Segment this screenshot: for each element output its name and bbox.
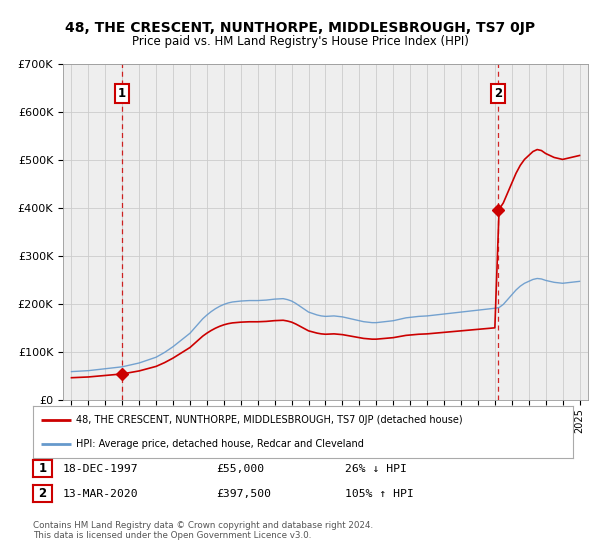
Text: 1: 1: [118, 87, 125, 100]
Text: 18-DEC-1997: 18-DEC-1997: [63, 464, 139, 474]
Text: 105% ↑ HPI: 105% ↑ HPI: [345, 489, 414, 499]
Text: 1: 1: [38, 461, 47, 475]
Text: 48, THE CRESCENT, NUNTHORPE, MIDDLESBROUGH, TS7 0JP (detached house): 48, THE CRESCENT, NUNTHORPE, MIDDLESBROU…: [76, 415, 463, 425]
Text: 26% ↓ HPI: 26% ↓ HPI: [345, 464, 407, 474]
Text: 2: 2: [38, 487, 47, 500]
Text: 13-MAR-2020: 13-MAR-2020: [63, 489, 139, 499]
Text: HPI: Average price, detached house, Redcar and Cleveland: HPI: Average price, detached house, Redc…: [76, 438, 364, 449]
Text: 2: 2: [494, 87, 502, 100]
Text: £55,000: £55,000: [216, 464, 264, 474]
Text: £397,500: £397,500: [216, 489, 271, 499]
Text: 48, THE CRESCENT, NUNTHORPE, MIDDLESBROUGH, TS7 0JP: 48, THE CRESCENT, NUNTHORPE, MIDDLESBROU…: [65, 21, 535, 35]
Text: Price paid vs. HM Land Registry's House Price Index (HPI): Price paid vs. HM Land Registry's House …: [131, 35, 469, 48]
Text: Contains HM Land Registry data © Crown copyright and database right 2024.
This d: Contains HM Land Registry data © Crown c…: [33, 521, 373, 540]
